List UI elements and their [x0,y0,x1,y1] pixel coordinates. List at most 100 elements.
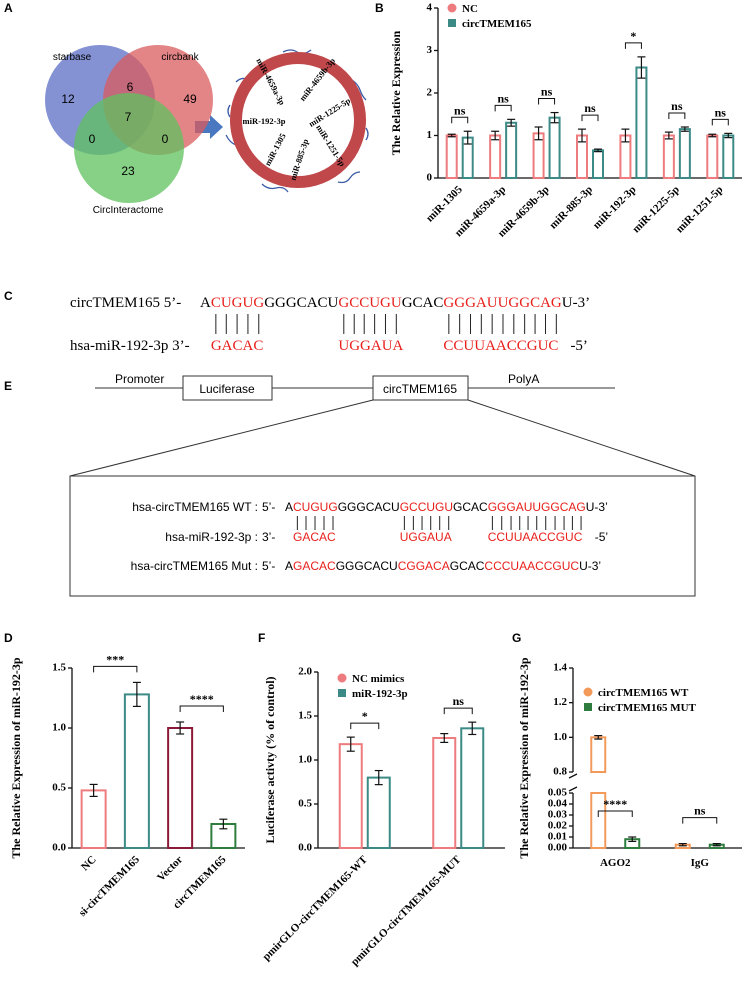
mir-label: hsa-miR-192-3p 3’- [70,338,190,354]
error-bar [491,130,500,141]
significance-bracket [624,42,642,49]
bar [722,134,735,179]
legend-label: circTMEM165 WT [598,687,689,699]
mirna-label: miR-1225-5p [307,95,353,129]
x-tick-label: AGO2 [600,857,631,869]
bar [590,792,607,849]
y-tick-label: 0 [427,172,433,184]
bar [590,736,607,773]
panel-letter: C [4,289,13,303]
bar [635,66,648,179]
error-bar [132,681,141,708]
sequence-segment: GGGCACU [264,295,338,311]
error-bar [219,818,228,830]
bar [366,776,391,849]
sequence-segment: GGGCACU [336,559,398,573]
sequence-segment: A [285,500,293,514]
venn-count: 23 [121,164,135,178]
y-tick-label: 0.01 [548,831,567,843]
y-tick-label: 1.5 [52,662,66,674]
error-bar [628,836,637,843]
significance-label: ns [694,804,706,818]
error-bar [176,721,185,735]
error-bar [507,118,516,127]
sequence: ACUGUGGGGCACUGCCUGUGCACGGGAUUGGCAGU-3’ [200,295,590,311]
bar [80,789,107,850]
legend-label: miR-192-3p [352,688,408,700]
error-bar [637,56,646,79]
error-bar [440,732,449,744]
y-tick-label: 1.0 [298,754,312,766]
significance-label: **** [603,797,627,811]
significance-label: ns [454,103,466,117]
legend-marker [448,19,456,27]
x-tick-label: miR-885-3p [547,184,595,232]
sequence-segment: CCCUAACCGUC [484,559,579,573]
row-label: hsa-miR-192-3p : [165,530,258,544]
mirna-label: miR-192-3p [243,116,286,126]
panel-letter: A [4,1,13,15]
prime: 3’- [262,530,275,544]
y-tick-label: 1.5 [298,710,312,722]
prime: 5’- [262,500,275,514]
circ-label: circTMEM165 5’- [70,295,181,311]
y-tick-label: 1.4 [553,662,567,674]
significance-bracket [350,722,380,730]
significance-label: ns [671,99,683,113]
x-tick-label: miR-192-3p [591,184,639,232]
insert-box [372,375,469,401]
y-axis-title: Luciferase activty (% of control) [263,676,277,843]
x-tick-label: IgG [691,857,710,869]
y-tick-label: 2.0 [298,666,312,678]
error-bar [712,842,721,847]
x-tick-label: Vector [155,854,185,884]
y-tick-label: 2 [427,87,433,99]
sequence-segment: A [200,295,211,311]
significance-label: ns [541,85,553,99]
venn-count: 6 [127,80,134,94]
legend-marker [583,687,593,697]
error-bar [374,769,383,786]
legend-label: NC mimics [352,673,405,685]
sequence-segment: GCCUGU [338,295,402,311]
sequence-segment: GGGAUUGGCAG [443,295,561,311]
error-bar [550,111,559,124]
y-tick-label: 0.05 [548,787,568,799]
element-label: Promoter [115,372,164,386]
significance-label: ns [715,105,727,119]
circrna-ring [230,52,366,188]
y-tick-label: 1.0 [52,722,66,734]
significance-bracket [451,116,469,124]
panel-letter: G [512,631,521,645]
bar [432,737,457,849]
bar [123,693,150,850]
sequence-segment: U-3’ [579,559,601,573]
legend-marker [447,3,457,13]
legend-marker [584,703,592,711]
luciferase-box [182,375,273,401]
element-label: PolyA [508,372,539,386]
significance-bracket [668,112,686,119]
venn-count: 49 [183,92,197,106]
error-bar [578,128,586,143]
bar [706,134,719,179]
row-label: hsa-circTMEM165 WT : [132,500,258,514]
bar [505,121,518,179]
panel-letter: F [258,631,265,645]
error-bar [680,126,689,132]
error-bar [594,734,603,740]
error-bar [708,133,717,138]
significance-bracket [682,817,718,824]
error-bar [463,130,472,145]
venn-set [74,93,184,203]
significance-bracket [179,705,224,712]
y-axis-title: The Relative Expression of miR-192-3p [517,657,531,858]
y-tick-label: 0.0 [52,842,66,854]
error-bar [621,128,630,143]
sequence-segment: CUGUG [211,295,265,311]
error-bar [534,126,543,141]
construct-diagram: Promoter Luciferase circTMEM165 PolyA hs… [69,372,696,597]
sequence-segment: U-3’ [562,295,590,311]
error-bar [678,842,687,847]
